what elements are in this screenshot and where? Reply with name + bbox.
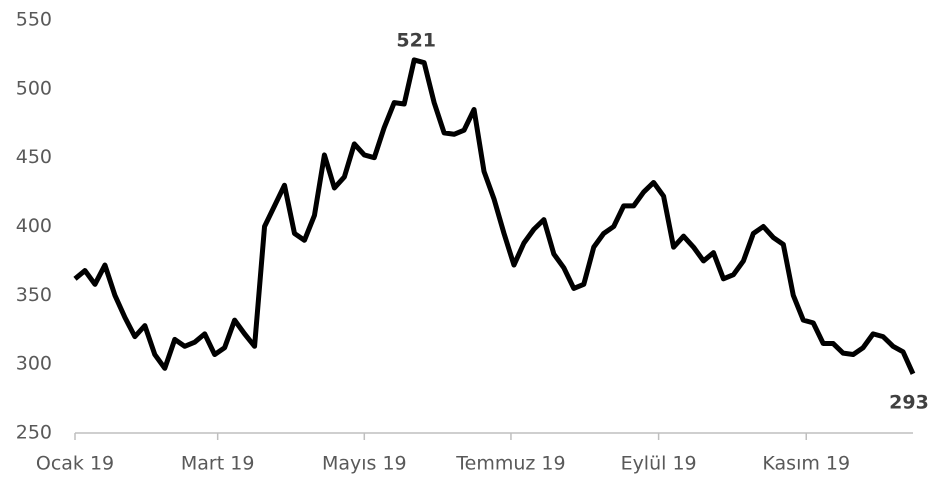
- x-tick-label: Eylül 19: [621, 453, 697, 475]
- annotation: 293: [889, 391, 929, 413]
- x-tick-label: Kasım 19: [762, 453, 850, 475]
- y-tick-label: 350: [16, 284, 52, 306]
- y-tick-label: 500: [16, 77, 52, 99]
- y-tick-label: 450: [16, 146, 52, 168]
- annotation: 521: [396, 29, 436, 51]
- line: [73, 57, 916, 375]
- x-tick-label: Temmuz 19: [455, 453, 565, 475]
- x-tick-label: Mart 19: [181, 453, 255, 475]
- y-tick-label: 400: [16, 215, 52, 237]
- y-tick-label: 300: [16, 353, 52, 375]
- y-tick-label: 250: [16, 422, 52, 444]
- x-tick-label: Ocak 19: [36, 453, 114, 475]
- x-tick-label: Mayıs 19: [322, 453, 407, 475]
- y-tick-label: 550: [16, 9, 52, 31]
